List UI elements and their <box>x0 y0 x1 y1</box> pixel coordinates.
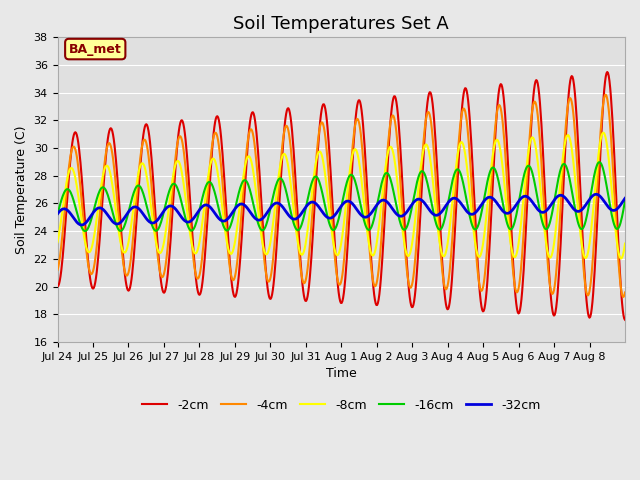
-16cm <box>81 228 89 234</box>
Line: -2cm: -2cm <box>58 72 625 320</box>
-2cm <box>253 131 260 136</box>
-8cm <box>225 246 232 252</box>
-8cm <box>253 194 260 200</box>
Line: -8cm: -8cm <box>58 132 625 258</box>
-4cm <box>54 267 61 273</box>
-2cm <box>432 139 440 144</box>
-8cm <box>120 250 128 255</box>
Legend: -2cm, -4cm, -8cm, -16cm, -32cm: -2cm, -4cm, -8cm, -16cm, -32cm <box>137 394 545 417</box>
-32cm <box>225 214 233 220</box>
-32cm <box>78 222 86 228</box>
-16cm <box>275 176 283 182</box>
Title: Soil Temperatures Set A: Soil Temperatures Set A <box>234 15 449 33</box>
Line: -16cm: -16cm <box>58 162 625 231</box>
-2cm <box>604 69 611 75</box>
-8cm <box>274 178 282 184</box>
-16cm <box>433 221 440 227</box>
Line: -4cm: -4cm <box>58 95 625 297</box>
-2cm <box>621 317 629 323</box>
-2cm <box>274 221 282 227</box>
-2cm <box>54 284 61 289</box>
-8cm <box>54 239 61 245</box>
-8cm <box>432 204 440 210</box>
-32cm <box>275 201 283 206</box>
-8cm <box>600 130 607 135</box>
-16cm <box>595 159 603 165</box>
-32cm <box>253 217 261 223</box>
-8cm <box>618 255 625 261</box>
-32cm <box>121 215 129 220</box>
-32cm <box>401 212 408 217</box>
-16cm <box>401 227 408 233</box>
-32cm <box>54 211 61 217</box>
-4cm <box>253 161 260 167</box>
X-axis label: Time: Time <box>326 367 356 380</box>
-4cm <box>225 252 232 258</box>
-32cm <box>433 212 440 218</box>
-2cm <box>120 264 128 270</box>
-4cm <box>620 294 627 300</box>
Text: BA_met: BA_met <box>69 43 122 56</box>
-4cm <box>274 194 282 200</box>
-2cm <box>225 241 232 247</box>
-16cm <box>621 198 629 204</box>
Y-axis label: Soil Temperature (C): Soil Temperature (C) <box>15 125 28 254</box>
-8cm <box>621 240 629 246</box>
-8cm <box>400 237 408 242</box>
-16cm <box>121 222 129 228</box>
-4cm <box>432 174 440 180</box>
-4cm <box>120 265 128 271</box>
-4cm <box>621 289 629 295</box>
-16cm <box>54 211 61 217</box>
-32cm <box>621 195 629 201</box>
Line: -32cm: -32cm <box>58 194 625 225</box>
-16cm <box>253 217 261 223</box>
-32cm <box>592 192 600 197</box>
-16cm <box>225 226 233 231</box>
-2cm <box>400 206 408 212</box>
-4cm <box>602 92 610 97</box>
-4cm <box>400 230 408 236</box>
